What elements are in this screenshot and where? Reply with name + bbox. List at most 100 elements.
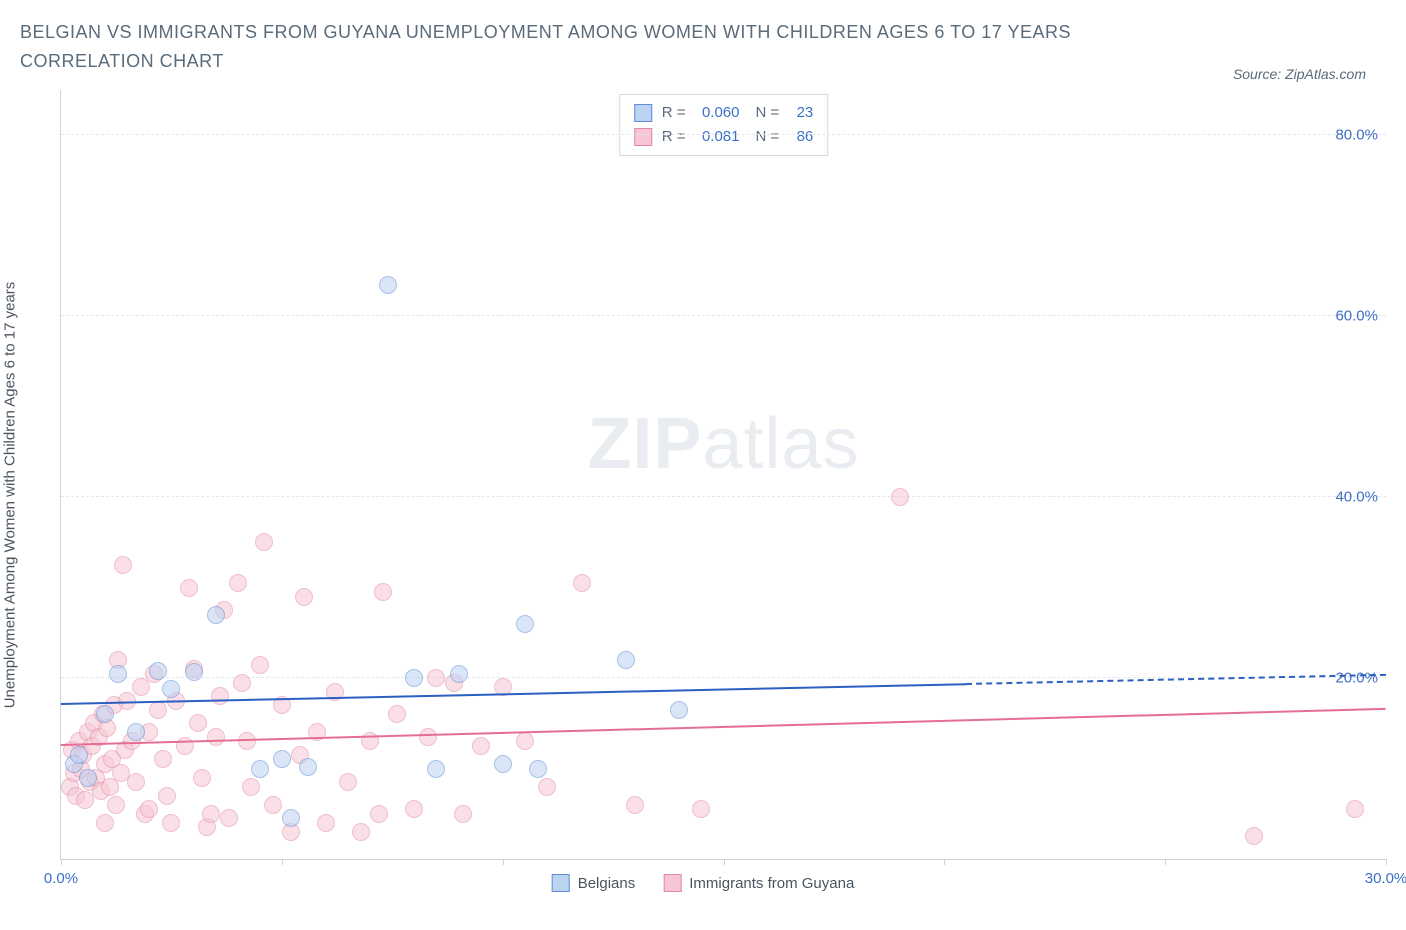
legend-swatch — [634, 104, 652, 122]
trend-line — [966, 674, 1386, 685]
data-point — [96, 814, 114, 832]
data-point — [419, 728, 437, 746]
data-point — [379, 276, 397, 294]
data-point — [220, 809, 238, 827]
data-point — [427, 669, 445, 687]
legend-r-value: 0.081 — [692, 125, 740, 149]
chart-source: Source: ZipAtlas.com — [1233, 66, 1366, 82]
watermark: ZIPatlas — [587, 403, 859, 485]
data-point — [193, 769, 211, 787]
legend-label: Immigrants from Guyana — [689, 875, 854, 892]
x-tick — [944, 859, 945, 865]
data-point — [109, 665, 127, 683]
x-tick-label: 0.0% — [44, 870, 78, 887]
data-point — [211, 687, 229, 705]
data-point — [472, 737, 490, 755]
data-point — [692, 800, 710, 818]
data-point — [573, 574, 591, 592]
data-point — [127, 723, 145, 741]
data-point — [891, 488, 909, 506]
data-point — [405, 800, 423, 818]
x-tick-label: 30.0% — [1365, 870, 1406, 887]
watermark-bold: ZIP — [587, 404, 702, 484]
data-point — [295, 588, 313, 606]
data-point — [251, 760, 269, 778]
y-tick-label: 60.0% — [1335, 308, 1378, 325]
data-point — [450, 665, 468, 683]
x-tick — [1386, 859, 1387, 865]
x-tick — [503, 859, 504, 865]
x-tick — [724, 859, 725, 865]
y-axis-label: Unemployment Among Women with Children A… — [2, 282, 19, 709]
chart-header: BELGIAN VS IMMIGRANTS FROM GUYANA UNEMPL… — [20, 18, 1386, 76]
data-point — [202, 805, 220, 823]
data-point — [238, 732, 256, 750]
data-point — [162, 814, 180, 832]
legend-n-value: 23 — [785, 101, 813, 125]
trend-line — [61, 708, 1386, 746]
data-point — [189, 714, 207, 732]
data-point — [427, 760, 445, 778]
data-point — [107, 796, 125, 814]
data-point — [96, 705, 114, 723]
data-point — [79, 769, 97, 787]
data-point — [251, 656, 269, 674]
chart-area: Unemployment Among Women with Children A… — [20, 90, 1386, 900]
legend-n-label: N = — [756, 125, 780, 149]
data-point — [670, 701, 688, 719]
data-point — [339, 773, 357, 791]
legend-n-label: N = — [756, 101, 780, 125]
data-point — [352, 823, 370, 841]
data-point — [154, 750, 172, 768]
data-point — [388, 705, 406, 723]
y-tick-label: 40.0% — [1335, 489, 1378, 506]
x-tick — [282, 859, 283, 865]
data-point — [538, 778, 556, 796]
x-tick — [61, 859, 62, 865]
data-point — [299, 758, 317, 776]
legend-item: Immigrants from Guyana — [663, 874, 854, 892]
data-point — [626, 796, 644, 814]
data-point — [516, 615, 534, 633]
legend-row: R =0.060 N =23 — [634, 101, 814, 125]
plot-region: ZIPatlas R =0.060 N =23 R =0.081 N =86 20.0… — [60, 90, 1386, 860]
data-point — [617, 651, 635, 669]
trend-line — [61, 683, 966, 705]
legend-swatch — [552, 874, 570, 892]
data-point — [140, 800, 158, 818]
data-point — [264, 796, 282, 814]
data-point — [180, 579, 198, 597]
gridline — [61, 496, 1386, 497]
data-point — [374, 583, 392, 601]
data-point — [529, 760, 547, 778]
legend-n-value: 86 — [785, 125, 813, 149]
data-point — [273, 750, 291, 768]
data-point — [454, 805, 472, 823]
data-point — [207, 728, 225, 746]
data-point — [242, 778, 260, 796]
data-point — [494, 755, 512, 773]
legend-swatch — [663, 874, 681, 892]
legend-label: Belgians — [578, 875, 636, 892]
data-point — [405, 669, 423, 687]
chart-title: BELGIAN VS IMMIGRANTS FROM GUYANA UNEMPL… — [20, 18, 1120, 76]
x-tick — [1165, 859, 1166, 865]
y-tick-label: 20.0% — [1335, 670, 1378, 687]
legend-r-label: R = — [662, 101, 686, 125]
data-point — [158, 787, 176, 805]
data-point — [282, 809, 300, 827]
gridline — [61, 315, 1386, 316]
series-legend: Belgians Immigrants from Guyana — [552, 874, 855, 892]
gridline — [61, 134, 1386, 135]
legend-r-label: R = — [662, 125, 686, 149]
data-point — [114, 556, 132, 574]
data-point — [1346, 800, 1364, 818]
y-tick-label: 80.0% — [1335, 127, 1378, 144]
data-point — [255, 533, 273, 551]
legend-r-value: 0.060 — [692, 101, 740, 125]
data-point — [127, 773, 145, 791]
watermark-light: atlas — [702, 404, 859, 484]
legend-row: R =0.081 N =86 — [634, 125, 814, 149]
data-point — [229, 574, 247, 592]
data-point — [149, 662, 167, 680]
